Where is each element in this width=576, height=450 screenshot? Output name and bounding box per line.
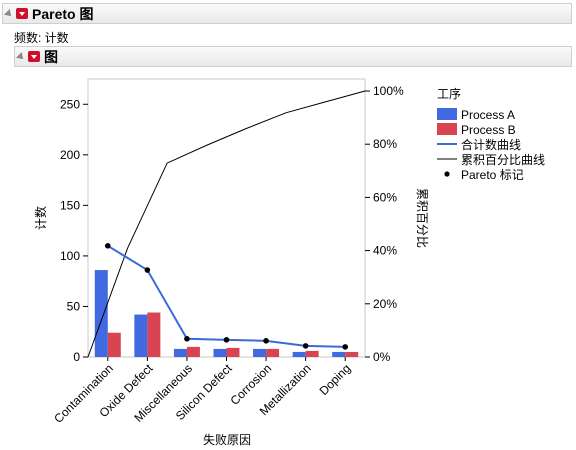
legend-label-process-a: Process A — [461, 108, 515, 122]
bar-process-b — [226, 347, 240, 357]
plot-frame — [87, 78, 366, 358]
bar-process-a — [253, 348, 267, 357]
y-tick-label: 200 — [60, 148, 80, 162]
bar-process-b — [266, 348, 280, 357]
y2-tick-label: 0% — [373, 350, 391, 364]
pareto-outline-header[interactable]: Pareto 图 — [2, 3, 572, 24]
y2-axis-title: 累积百分比 — [415, 188, 429, 248]
y-tick-label: 250 — [60, 97, 80, 111]
pareto-marker — [263, 338, 269, 344]
bar-process-b — [305, 350, 319, 357]
bar-process-b — [107, 332, 121, 357]
y2-tick-label: 60% — [373, 190, 397, 204]
pareto-marker — [342, 344, 349, 350]
section-title: 图 — [44, 48, 58, 65]
bar-process-a — [94, 270, 108, 357]
y-tick-label: 0 — [73, 350, 80, 364]
legend-title: 工序 — [437, 86, 461, 101]
pareto-marker — [184, 336, 190, 342]
bar-process-b — [345, 351, 359, 357]
pareto-marker — [302, 343, 309, 349]
report-title: Pareto 图 — [32, 5, 94, 22]
y-tick-label: 50 — [67, 299, 81, 313]
legend-label-cumulative-curve: 累积百分比曲线 — [461, 153, 545, 167]
bar-process-a — [134, 314, 148, 357]
y2-tick-label: 80% — [373, 137, 397, 151]
pareto-marker — [144, 267, 151, 273]
pareto-marker — [223, 337, 230, 343]
y2-tick-label: 100% — [373, 84, 404, 98]
bar-process-a — [173, 348, 187, 357]
y2-tick-label: 40% — [373, 244, 397, 258]
x-tick-label: Doping — [317, 361, 354, 398]
red-triangle-menu-icon[interactable] — [16, 8, 28, 19]
legend: 工序 Process A Process B 合计数曲线 累积百分比曲线 Par… — [437, 86, 545, 182]
legend-label-pareto-marks: Pareto 标记 — [461, 168, 524, 182]
legend-swatch-process-b — [437, 123, 457, 135]
legend-label-process-b: Process B — [461, 123, 516, 137]
chart-outline-header[interactable]: 图 — [14, 46, 572, 67]
bar-process-b — [186, 346, 200, 357]
y-axis-title: 计数 — [33, 206, 48, 230]
bar-process-a — [292, 351, 306, 357]
legend-swatch-process-a — [437, 108, 457, 120]
legend-label-count-curve: 合计数曲线 — [461, 137, 521, 152]
frequency-label: 频数: 计数 — [14, 31, 69, 45]
pareto-marker — [104, 243, 111, 249]
bar-process-a — [332, 351, 346, 357]
legend-marker-pareto — [444, 171, 450, 177]
bar-process-b — [147, 312, 161, 357]
red-triangle-menu-icon[interactable] — [28, 51, 40, 62]
y-tick-label: 150 — [60, 198, 80, 212]
bar-process-a — [213, 348, 227, 357]
y-tick-label: 100 — [60, 249, 80, 263]
x-axis-title: 失败原因 — [203, 432, 251, 447]
cumulative-percent-line — [87, 90, 366, 358]
y2-tick-label: 20% — [373, 297, 397, 311]
